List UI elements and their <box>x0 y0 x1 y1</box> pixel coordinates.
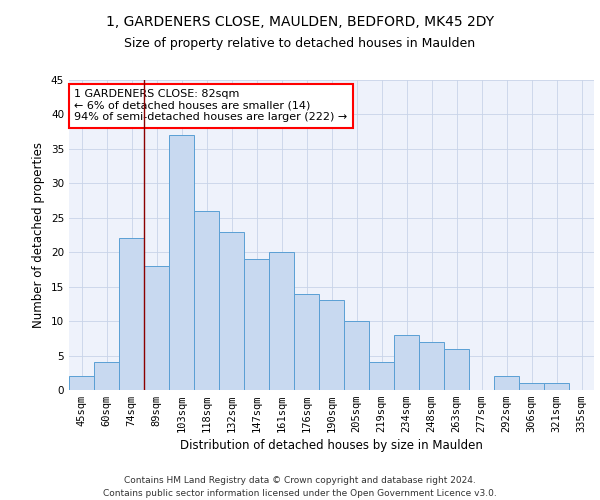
Bar <box>494 376 519 390</box>
Bar <box>69 376 94 390</box>
Text: Size of property relative to detached houses in Maulden: Size of property relative to detached ho… <box>124 38 476 51</box>
Bar <box>144 266 169 390</box>
Text: Contains HM Land Registry data © Crown copyright and database right 2024.
Contai: Contains HM Land Registry data © Crown c… <box>103 476 497 498</box>
Bar <box>344 321 369 390</box>
Bar <box>369 362 394 390</box>
Bar <box>269 252 294 390</box>
Bar <box>219 232 244 390</box>
Bar <box>519 383 544 390</box>
Text: 1 GARDENERS CLOSE: 82sqm
← 6% of detached houses are smaller (14)
94% of semi-de: 1 GARDENERS CLOSE: 82sqm ← 6% of detache… <box>74 90 347 122</box>
Bar <box>319 300 344 390</box>
X-axis label: Distribution of detached houses by size in Maulden: Distribution of detached houses by size … <box>180 440 483 452</box>
Bar <box>394 335 419 390</box>
Bar <box>444 348 469 390</box>
Bar <box>94 362 119 390</box>
Bar <box>294 294 319 390</box>
Y-axis label: Number of detached properties: Number of detached properties <box>32 142 46 328</box>
Bar <box>544 383 569 390</box>
Bar <box>194 211 219 390</box>
Text: 1, GARDENERS CLOSE, MAULDEN, BEDFORD, MK45 2DY: 1, GARDENERS CLOSE, MAULDEN, BEDFORD, MK… <box>106 15 494 29</box>
Bar <box>244 259 269 390</box>
Bar <box>119 238 144 390</box>
Bar <box>419 342 444 390</box>
Bar <box>169 135 194 390</box>
